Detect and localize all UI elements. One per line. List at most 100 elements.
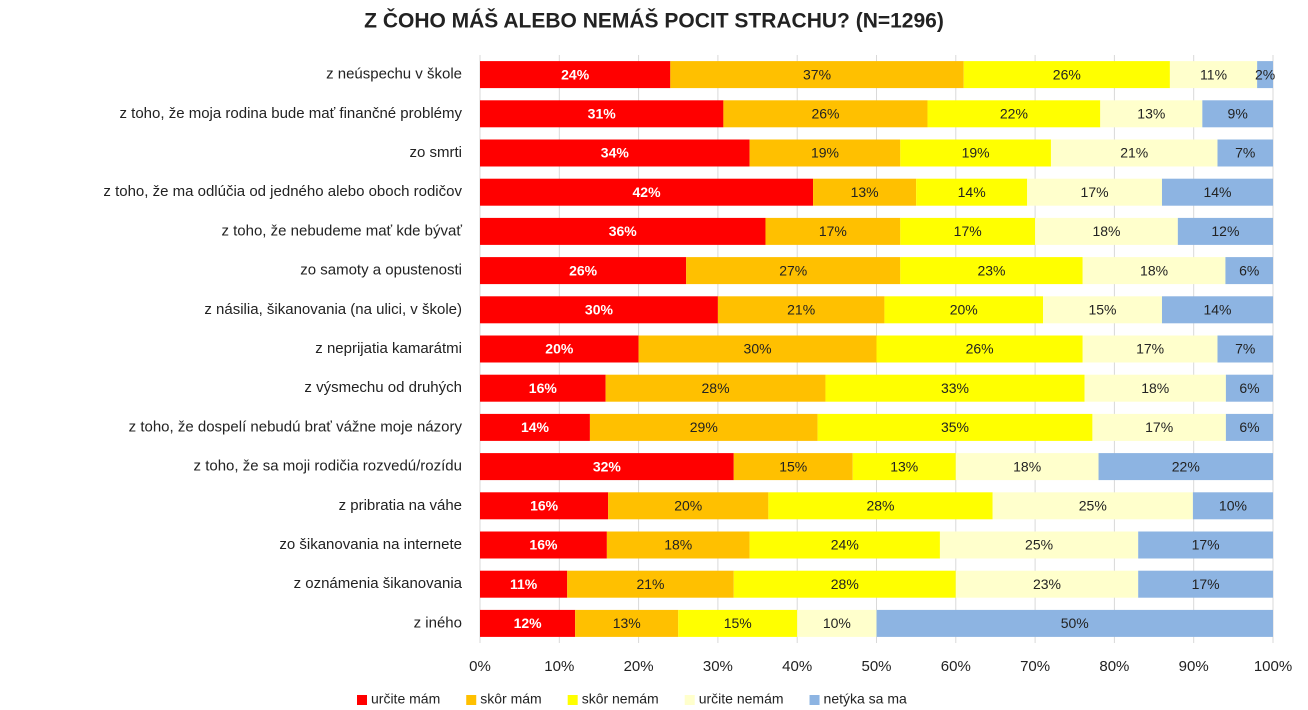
data-label: 16% bbox=[530, 498, 559, 514]
bar-segment bbox=[575, 609, 679, 637]
data-label: 16% bbox=[529, 380, 558, 396]
data-label: 36% bbox=[609, 223, 638, 239]
data-label: 17% bbox=[954, 223, 982, 239]
bar-segment bbox=[686, 257, 901, 285]
bar-segment bbox=[605, 374, 826, 402]
bar-segment bbox=[939, 531, 1139, 559]
data-label: 14% bbox=[1203, 184, 1231, 200]
bar-segment bbox=[480, 100, 724, 128]
data-label: 34% bbox=[601, 145, 630, 161]
bar-segment bbox=[1050, 139, 1218, 167]
bar-segment bbox=[1082, 335, 1218, 363]
y-tick-label: z neúspechu v škole bbox=[326, 66, 462, 83]
bar-segment bbox=[480, 453, 734, 481]
bar-segment bbox=[1177, 217, 1273, 245]
data-label: 20% bbox=[545, 341, 574, 357]
bar-segment bbox=[606, 531, 750, 559]
data-label: 16% bbox=[529, 537, 558, 553]
bar-segment bbox=[852, 453, 956, 481]
data-label: 26% bbox=[569, 262, 598, 278]
bar-segment bbox=[1257, 61, 1273, 89]
bar-segment bbox=[992, 492, 1193, 520]
bar-segment bbox=[608, 492, 769, 520]
data-label: 28% bbox=[831, 576, 859, 592]
data-label: 24% bbox=[561, 66, 590, 82]
bar-segment bbox=[480, 296, 718, 324]
data-label: 13% bbox=[851, 184, 879, 200]
bar-segment bbox=[876, 335, 1083, 363]
bar-segment bbox=[1092, 413, 1226, 441]
data-label: 22% bbox=[1000, 106, 1028, 122]
bar-segment bbox=[480, 178, 814, 206]
data-label: 2% bbox=[1255, 66, 1275, 82]
data-label: 17% bbox=[1136, 341, 1164, 357]
data-label: 6% bbox=[1239, 380, 1259, 396]
bar-segment bbox=[1202, 100, 1273, 128]
y-tick-label: z výsmechu od druhých bbox=[304, 379, 462, 396]
bar-segment bbox=[1098, 453, 1273, 481]
bar-segment bbox=[900, 217, 1036, 245]
x-tick-label: 100% bbox=[1254, 658, 1292, 675]
legend-label: netýka sa ma bbox=[824, 691, 907, 707]
bar-segment bbox=[480, 217, 766, 245]
legend-swatch bbox=[684, 695, 695, 705]
data-label: 17% bbox=[1192, 576, 1220, 592]
bar-segment bbox=[480, 257, 687, 285]
y-tick-label: z toho, že ma odlúčia od jedného alebo o… bbox=[103, 183, 462, 200]
data-label: 20% bbox=[950, 302, 978, 318]
data-label: 26% bbox=[811, 106, 839, 122]
bar-segment bbox=[749, 139, 901, 167]
data-label: 6% bbox=[1239, 262, 1259, 278]
y-tick-label: zo šikanovania na internete bbox=[279, 536, 462, 553]
data-label: 14% bbox=[958, 184, 986, 200]
bar-segment bbox=[480, 139, 750, 167]
legend-label: určite nemám bbox=[699, 691, 784, 707]
bar-segment bbox=[480, 570, 568, 598]
bar-segment bbox=[1027, 178, 1162, 206]
y-tick-label: z oznámenia šikanovania bbox=[294, 575, 463, 592]
data-label: 25% bbox=[1079, 498, 1107, 514]
y-tick-label: z toho, že moja rodina bude mať finančné… bbox=[120, 105, 463, 122]
data-label: 18% bbox=[1092, 223, 1120, 239]
data-label: 28% bbox=[866, 498, 894, 514]
bar-segment bbox=[678, 609, 798, 637]
data-label: 13% bbox=[1137, 106, 1165, 122]
bar-segment bbox=[733, 570, 956, 598]
bar-segment bbox=[1138, 531, 1273, 559]
bar-segment bbox=[1225, 257, 1273, 285]
bar-segment bbox=[1169, 61, 1258, 89]
data-label: 30% bbox=[744, 341, 772, 357]
bar-segment bbox=[955, 570, 1139, 598]
data-label: 50% bbox=[1061, 615, 1089, 631]
bar-segment bbox=[1082, 257, 1226, 285]
x-tick-label: 10% bbox=[544, 658, 574, 675]
x-tick-label: 0% bbox=[469, 658, 491, 675]
data-label: 21% bbox=[1120, 145, 1148, 161]
data-label: 19% bbox=[811, 145, 839, 161]
bar-segment bbox=[813, 178, 917, 206]
legend-swatch bbox=[357, 695, 367, 705]
data-label: 12% bbox=[1211, 223, 1239, 239]
bar-segment bbox=[768, 492, 993, 520]
data-label: 10% bbox=[1219, 498, 1247, 514]
bar-segment bbox=[480, 609, 576, 637]
bar-segment bbox=[876, 609, 1273, 637]
data-label: 6% bbox=[1239, 419, 1259, 435]
y-tick-label: z neprijatia kamarátmi bbox=[315, 340, 462, 357]
bar-segment bbox=[884, 296, 1044, 324]
bar-segment bbox=[765, 217, 901, 245]
x-tick-label: 40% bbox=[782, 658, 812, 675]
legend-swatch bbox=[567, 695, 578, 705]
x-tick-label: 90% bbox=[1179, 658, 1209, 675]
data-label: 28% bbox=[702, 380, 730, 396]
bar-segment bbox=[955, 453, 1099, 481]
y-tick-label: z iného bbox=[414, 614, 462, 631]
bar-segment bbox=[1084, 374, 1226, 402]
x-tick-label: 80% bbox=[1099, 658, 1129, 675]
data-label: 7% bbox=[1235, 341, 1255, 357]
y-tick-label: z toho, že nebudeme mať kde bývať bbox=[221, 222, 462, 239]
data-label: 33% bbox=[941, 380, 969, 396]
y-tick-label: zo samoty a opustenosti bbox=[300, 262, 462, 279]
data-label: 30% bbox=[585, 302, 614, 318]
